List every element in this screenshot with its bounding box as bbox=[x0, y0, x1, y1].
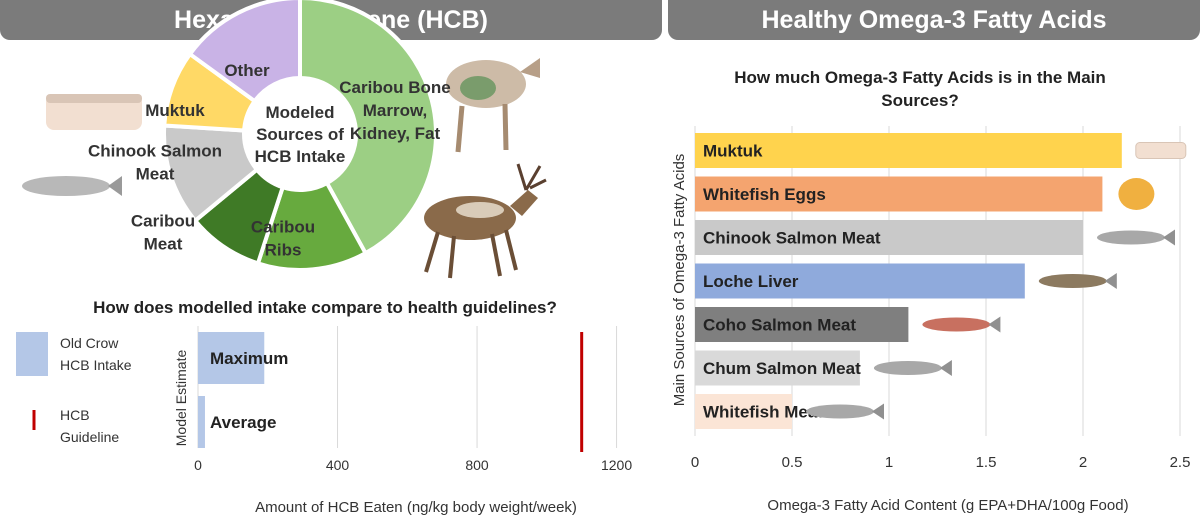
donut-slice-label: Other bbox=[224, 61, 270, 80]
fish-illustration bbox=[1097, 229, 1175, 246]
right-header-text: Healthy Omega-3 Fatty Acids bbox=[761, 5, 1107, 34]
donut-slice-label: Caribou Ribs bbox=[251, 218, 315, 260]
omega-y-axis-label: Main Sources of Omega-3 Fatty Acids bbox=[671, 154, 688, 407]
omega-bar-label: Loche Liver bbox=[703, 272, 799, 291]
donut-slice-label: Chinook Salmon Meat bbox=[88, 142, 222, 184]
hcb-intake-bar-chart: Old Crow HCB Intake HCB Guideline Maximum Av… bbox=[16, 326, 632, 516]
omega-bar bbox=[695, 133, 1122, 168]
hcb-x-tick-label: 800 bbox=[465, 457, 489, 473]
caribou-carcass-illustration bbox=[446, 58, 540, 153]
omega-x-axis-label: Omega-3 Fatty Acid Content (g EPA+DHA/10… bbox=[767, 497, 1128, 514]
donut-slice-label: Caribou Meat bbox=[131, 212, 195, 254]
fish-illustration bbox=[873, 360, 952, 376]
hcb-bar-label: Average bbox=[210, 413, 276, 432]
omega-bar bbox=[695, 394, 792, 429]
omega3-bar-chart: Muktuk Whitefish Eggs Chinook Salmon Meat L… bbox=[671, 126, 1191, 514]
hcb-sources-donut-chart: Modeled Sources of HCB Intake Caribou Bone… bbox=[22, 0, 547, 279]
fish-eggs-illustration bbox=[1118, 178, 1155, 210]
omega-chart-title: How much Omega-3 Fatty Acids is in the M… bbox=[734, 68, 1106, 110]
omega-bar-label: Chinook Salmon Meat bbox=[703, 229, 881, 248]
omega-bar bbox=[695, 263, 1025, 299]
fish-illustration bbox=[806, 403, 884, 420]
donut-slice bbox=[298, 0, 438, 256]
omega-bar-label: Chum Salmon Meat bbox=[703, 359, 861, 378]
omega-x-tick-label: 1.5 bbox=[976, 454, 997, 471]
hcb-y-axis-label: Model Estimate bbox=[173, 350, 189, 447]
omega-bar-label: Muktuk bbox=[703, 142, 763, 161]
omega-x-tick-label: 0 bbox=[691, 454, 699, 471]
omega-x-tick-label: 0.5 bbox=[782, 454, 803, 471]
omega-bar-label: Coho Salmon Meat bbox=[703, 316, 856, 335]
legend-intake-swatch bbox=[16, 332, 48, 376]
donut-slice-label: Muktuk bbox=[145, 101, 205, 120]
donut-slice-label: Caribou Bone Marrow, Kidney, Fat bbox=[339, 78, 450, 143]
omega-x-tick-label: 1 bbox=[885, 454, 893, 471]
fish-illustrations bbox=[806, 142, 1187, 420]
hcb-x-tick-label: 400 bbox=[326, 457, 350, 473]
donut-slice bbox=[187, 0, 302, 104]
food-illustrations bbox=[22, 58, 547, 279]
hcb-x-axis-label: Amount of HCB Eaten (ng/kg body weight/w… bbox=[255, 499, 577, 516]
legend-label: HCB Guideline bbox=[60, 407, 119, 445]
muktuk-illustration bbox=[1135, 142, 1187, 159]
omega-bar bbox=[695, 176, 1103, 212]
legend-label: Old Crow HCB Intake bbox=[60, 335, 132, 373]
hcb-bar-label: Maximum bbox=[210, 349, 288, 368]
hcb-bar-average bbox=[198, 396, 205, 448]
omega-bar bbox=[695, 307, 909, 342]
omega-x-tick-label: 2 bbox=[1079, 454, 1087, 471]
omega-bar-label: Whitefish Meat bbox=[703, 403, 823, 422]
omega-bar bbox=[695, 220, 1083, 255]
omega-bar bbox=[695, 350, 860, 386]
fish-illustration bbox=[1038, 273, 1117, 289]
omega-bar-label: Whitefish Eggs bbox=[703, 185, 826, 204]
caribou-illustration bbox=[424, 163, 547, 279]
omega-x-tick-label: 2.5 bbox=[1170, 454, 1191, 471]
hcb-chart-title: How does modelled intake compare to heal… bbox=[93, 298, 557, 317]
right-panel-header: Healthy Omega-3 Fatty Acids bbox=[668, 0, 1200, 40]
fish-illustration bbox=[922, 316, 1001, 333]
hcb-bar-maximum bbox=[198, 332, 265, 384]
hcb-x-tick-label: 0 bbox=[194, 457, 202, 473]
donut-center-label: Modeled Sources of HCB Intake bbox=[255, 103, 346, 166]
salmon-illustration bbox=[22, 176, 122, 196]
hcb-x-tick-label: 1200 bbox=[601, 457, 632, 473]
muktuk-illustration bbox=[46, 94, 142, 130]
